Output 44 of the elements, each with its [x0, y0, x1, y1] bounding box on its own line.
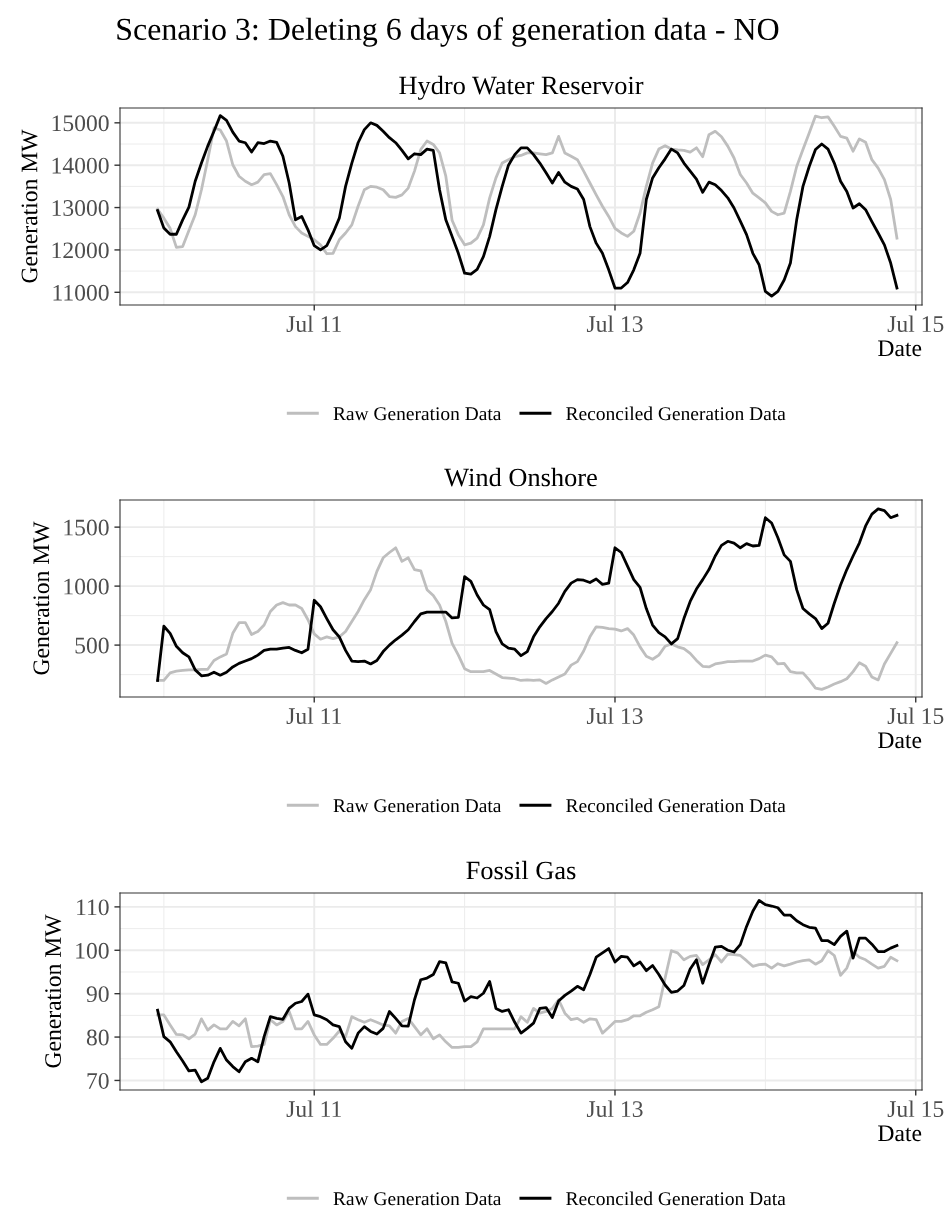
line-series — [156, 949, 899, 1049]
chart-title: Wind Onshore — [444, 467, 597, 487]
y-tick-label: 500 — [75, 637, 109, 654]
legend-label: Raw Generation Data — [333, 799, 502, 813]
line-series — [156, 898, 899, 1084]
legend-label: Reconciled Generation Data — [566, 406, 786, 421]
x-tick-label: Jul 11 — [286, 1100, 341, 1118]
y-tick-label: 90 — [86, 986, 109, 1003]
x-tick-label: Jul 15 — [887, 1100, 944, 1118]
x-axis-title: Date — [878, 1125, 922, 1142]
y-axis-title: Generation MW — [21, 129, 38, 283]
y-tick-label: 13000 — [52, 200, 109, 216]
chart-subtitle: Hydro Water Reservoir — [399, 75, 644, 100]
x-tick-label: Jul 13 — [586, 707, 643, 725]
y-axis-title: Generation MW — [45, 914, 62, 1068]
x-axis-title: Date — [878, 340, 922, 357]
y-tick-label: 70 — [87, 1072, 109, 1089]
legend-label: Reconciled Generation Data — [566, 798, 786, 813]
chart-title: Scenario 3: Deleting 6 days of generation data - NO — [117, 17, 779, 47]
y-tick-label: 100 — [76, 942, 109, 959]
y-tick-label: 1000 — [64, 578, 109, 595]
y-tick-label: 11000 — [53, 284, 109, 301]
x-tick-label: Jul 13 — [586, 1100, 643, 1118]
line-series — [156, 546, 899, 691]
line-series — [156, 114, 899, 256]
x-tick-label: Jul 13 — [586, 315, 643, 333]
x-axis-title: Date — [878, 732, 922, 749]
line-series — [156, 507, 899, 682]
x-tick-label: Jul 11 — [286, 315, 341, 333]
chart-title: Fossil Gas — [466, 860, 576, 880]
y-tick-label: 110 — [77, 899, 109, 916]
y-tick-label: 80 — [86, 1029, 109, 1046]
legend-label: Raw Generation Data — [333, 1192, 502, 1206]
line-series — [156, 114, 899, 298]
legend-label: Raw Generation Data — [333, 407, 502, 421]
y-tick-label: 1500 — [64, 519, 109, 536]
x-tick-label: Jul 11 — [286, 707, 341, 725]
y-tick-label: 14000 — [52, 157, 109, 174]
x-tick-label: Jul 15 — [887, 707, 944, 725]
legend-label: Reconciled Generation Data — [566, 1191, 786, 1206]
y-tick-label: 15000 — [52, 115, 109, 132]
y-axis-title: Generation MW — [33, 521, 50, 675]
y-tick-label: 12000 — [52, 242, 109, 259]
x-tick-label: Jul 15 — [887, 315, 944, 333]
